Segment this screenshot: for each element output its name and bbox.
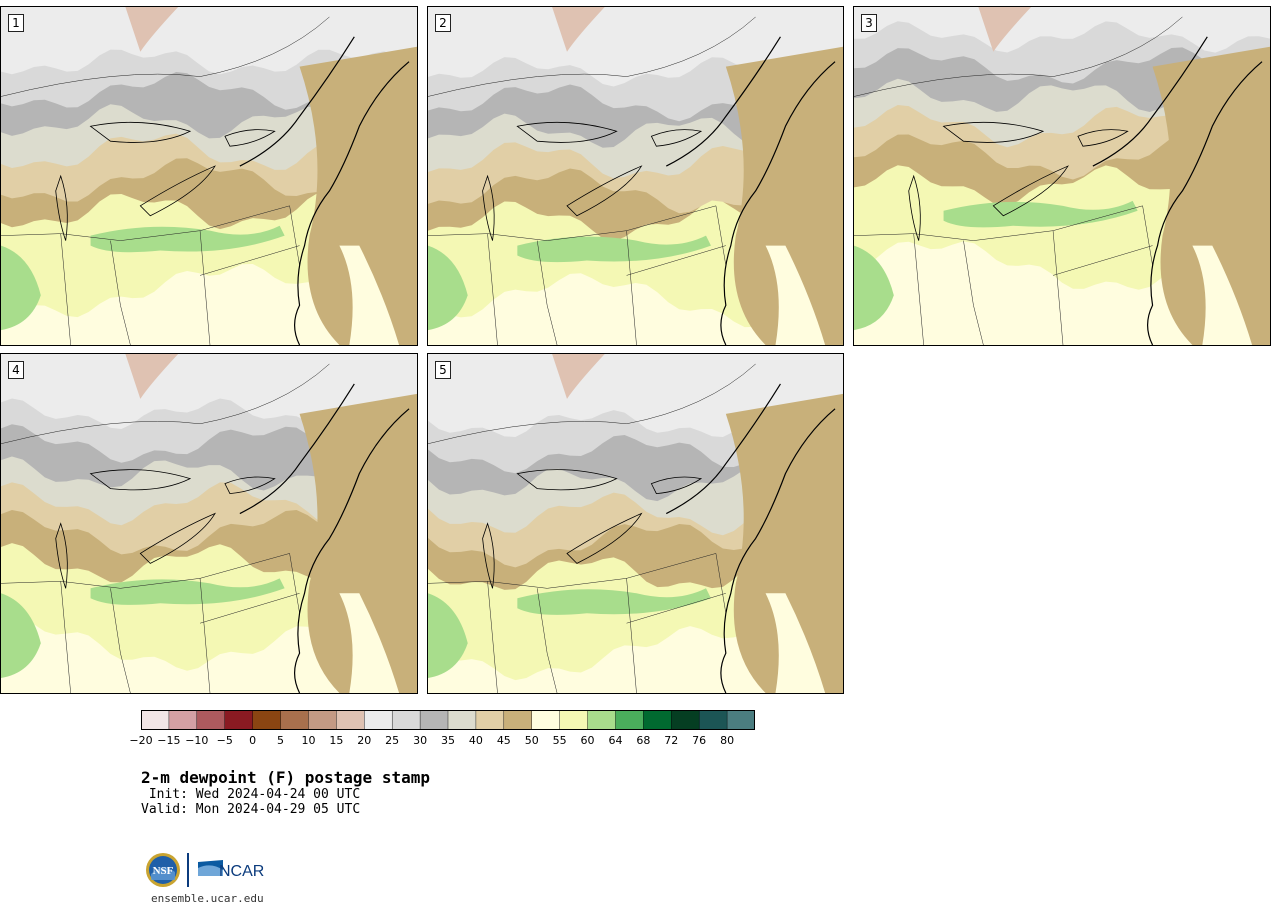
colorbar-swatch: [671, 710, 700, 730]
colorbar-swatch: [364, 710, 393, 730]
colorbar-swatch: [726, 710, 755, 730]
colorbar-swatch: [252, 710, 282, 730]
member-number-label: 2: [435, 14, 451, 32]
colorbar-swatch: [196, 710, 226, 730]
nsf-logo-text: NSF: [153, 865, 174, 877]
init-time: Init: Wed 2024-04-24 00 UTC: [141, 787, 361, 802]
colorbar-swatch: [391, 710, 421, 730]
colorbar-swatch: [447, 710, 477, 730]
colorbar-tick-label: 35: [441, 734, 455, 747]
colorbar-tick-label: 64: [608, 734, 623, 747]
ensemble-member-map-4: 4: [0, 353, 418, 694]
sponsor-logos: NSF NCAR: [143, 850, 283, 892]
colorbar-swatch: [224, 710, 254, 730]
colorbar-swatch: [336, 710, 365, 730]
dewpoint-map-5: [428, 354, 843, 693]
colorbar-tick-label: 15: [329, 734, 344, 747]
colorbar-swatch: [419, 710, 449, 730]
colorbar-swatch: [615, 710, 644, 730]
dewpoint-map-1: [1, 7, 417, 345]
member-number-label: 5: [435, 361, 451, 379]
colorbar-tick-label: −20: [129, 734, 153, 747]
colorbar-swatch: [587, 710, 616, 730]
nsf-ncar-logo: NSF NCAR: [146, 853, 264, 887]
figure-title: 2-m dewpoint (F) postage stamp: [141, 768, 430, 787]
dewpoint-map-2: [428, 7, 843, 345]
dewpoint-map-4: [1, 354, 417, 693]
colorbar-tick-label: −5: [216, 734, 233, 747]
ncar-logo-text: NCAR: [219, 863, 264, 880]
colorbar-tick-label: 10: [301, 734, 316, 747]
colorbar-tick-label: −10: [185, 734, 209, 747]
member-number-label: 3: [861, 14, 877, 32]
ensemble-member-map-2: 2: [427, 6, 844, 346]
colorbar-swatch: [503, 710, 533, 730]
colorbar-tick-label: 45: [496, 734, 511, 747]
ensemble-member-map-3: 3: [853, 6, 1271, 346]
colorbar-tick-label: 60: [580, 734, 595, 747]
ensemble-member-map-5: 5: [427, 353, 844, 694]
colorbar-swatch: [643, 710, 672, 730]
colorbar-swatch: [559, 710, 589, 730]
colorbar-swatch: [168, 710, 198, 730]
colorbar-swatch: [308, 710, 337, 730]
colorbar-tick-label: 40: [468, 734, 483, 747]
colorbar-tick-label: 68: [636, 734, 651, 747]
colorbar-swatch: [141, 710, 170, 730]
colorbar-tick-label: 20: [357, 734, 372, 747]
colorbar-tick-label: 50: [524, 734, 539, 747]
valid-time: Valid: Mon 2024-04-29 05 UTC: [141, 802, 361, 817]
colorbar-swatch: [280, 710, 309, 730]
colorbar-swatch: [531, 710, 561, 730]
colorbar-swatch: [475, 710, 505, 730]
colorbar-tick-label: 30: [413, 734, 428, 747]
dewpoint-map-3: [854, 7, 1270, 345]
colorbar-tick-label: 55: [552, 734, 567, 747]
ensemble-url: ensemble.ucar.edu: [151, 892, 264, 905]
colorbar-tick-label: 25: [385, 734, 400, 747]
member-number-label: 4: [8, 361, 24, 379]
colorbar-tick-label: 0: [249, 734, 257, 747]
colorbar-tick-label: 72: [664, 734, 679, 747]
colorbar-swatch: [698, 710, 728, 730]
colorbar-tick-label: 80: [720, 734, 735, 747]
ensemble-member-map-1: 1: [0, 6, 418, 346]
colorbar-tick-label: 76: [692, 734, 707, 747]
dewpoint-colorbar: [141, 710, 755, 730]
member-number-label: 1: [8, 14, 24, 32]
colorbar-tick-label: 5: [277, 734, 285, 747]
colorbar-tick-label: −15: [157, 734, 181, 747]
